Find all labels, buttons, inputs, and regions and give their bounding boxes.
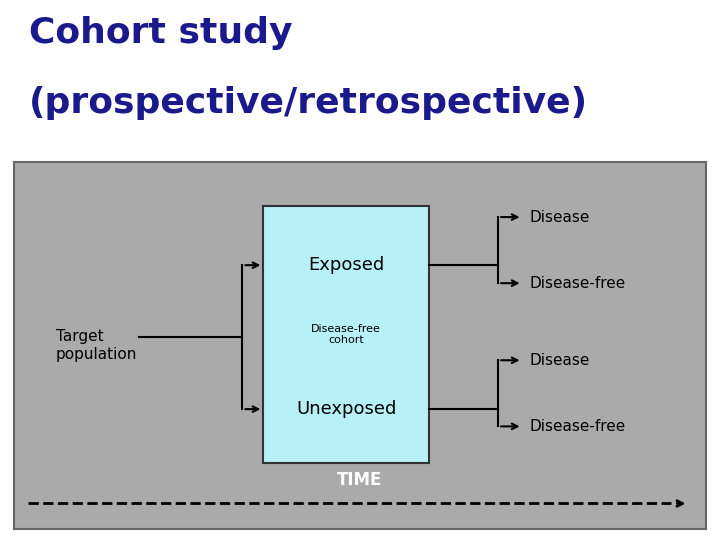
- Text: Disease-free
cohort: Disease-free cohort: [311, 324, 381, 346]
- Text: Exposed: Exposed: [308, 256, 384, 274]
- Text: Disease-free: Disease-free: [529, 276, 626, 291]
- Text: (prospective/retrospective): (prospective/retrospective): [29, 86, 588, 120]
- Text: Disease: Disease: [529, 353, 590, 368]
- Text: Disease: Disease: [529, 210, 590, 225]
- Text: Disease-free: Disease-free: [529, 419, 626, 434]
- Text: TIME: TIME: [337, 471, 383, 489]
- Text: Target
population: Target population: [56, 329, 138, 362]
- Text: Unexposed: Unexposed: [296, 400, 397, 418]
- Text: Cohort study: Cohort study: [29, 16, 292, 50]
- Bar: [264, 206, 429, 463]
